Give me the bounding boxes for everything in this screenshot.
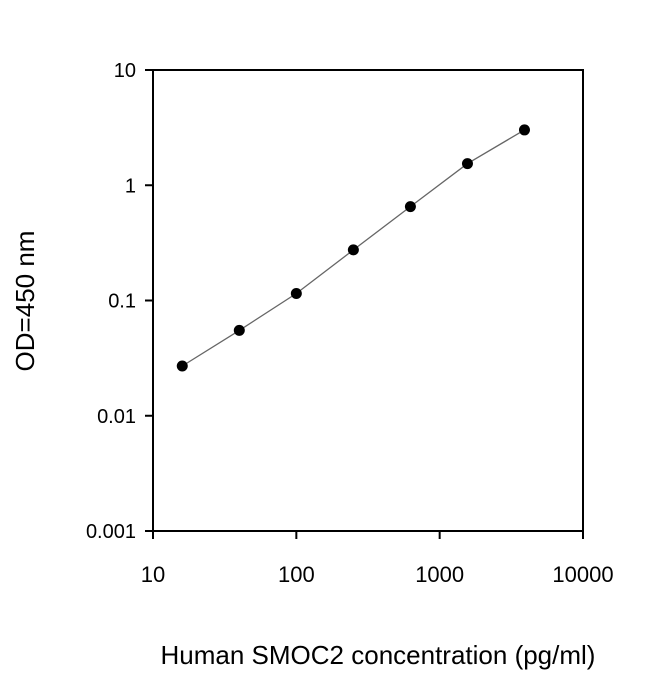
- y-tick-label: 0.001: [86, 521, 136, 543]
- y-tick-label: 1: [125, 175, 136, 197]
- y-tick-label: 0.1: [108, 291, 136, 313]
- y-axis-title: OD=450 nm: [10, 231, 40, 372]
- data-point: [290, 288, 302, 300]
- x-axis-title: Human SMOC2 concentration (pg/ml): [161, 640, 596, 670]
- x-tick-label: 10000: [552, 562, 613, 587]
- data-point: [233, 324, 245, 336]
- data-point: [404, 201, 416, 213]
- data-point: [176, 360, 188, 372]
- data-point: [518, 124, 530, 136]
- x-tick-label: 1000: [415, 562, 464, 587]
- y-tick-label: 0.01: [97, 406, 136, 428]
- plot-frame: [152, 69, 584, 532]
- x-tick-label: 10: [141, 562, 165, 587]
- data-point: [347, 244, 359, 256]
- data-point: [461, 158, 473, 170]
- data-points: [176, 124, 530, 372]
- y-tick-label: 10: [114, 60, 136, 82]
- x-tick-label: 100: [278, 562, 315, 587]
